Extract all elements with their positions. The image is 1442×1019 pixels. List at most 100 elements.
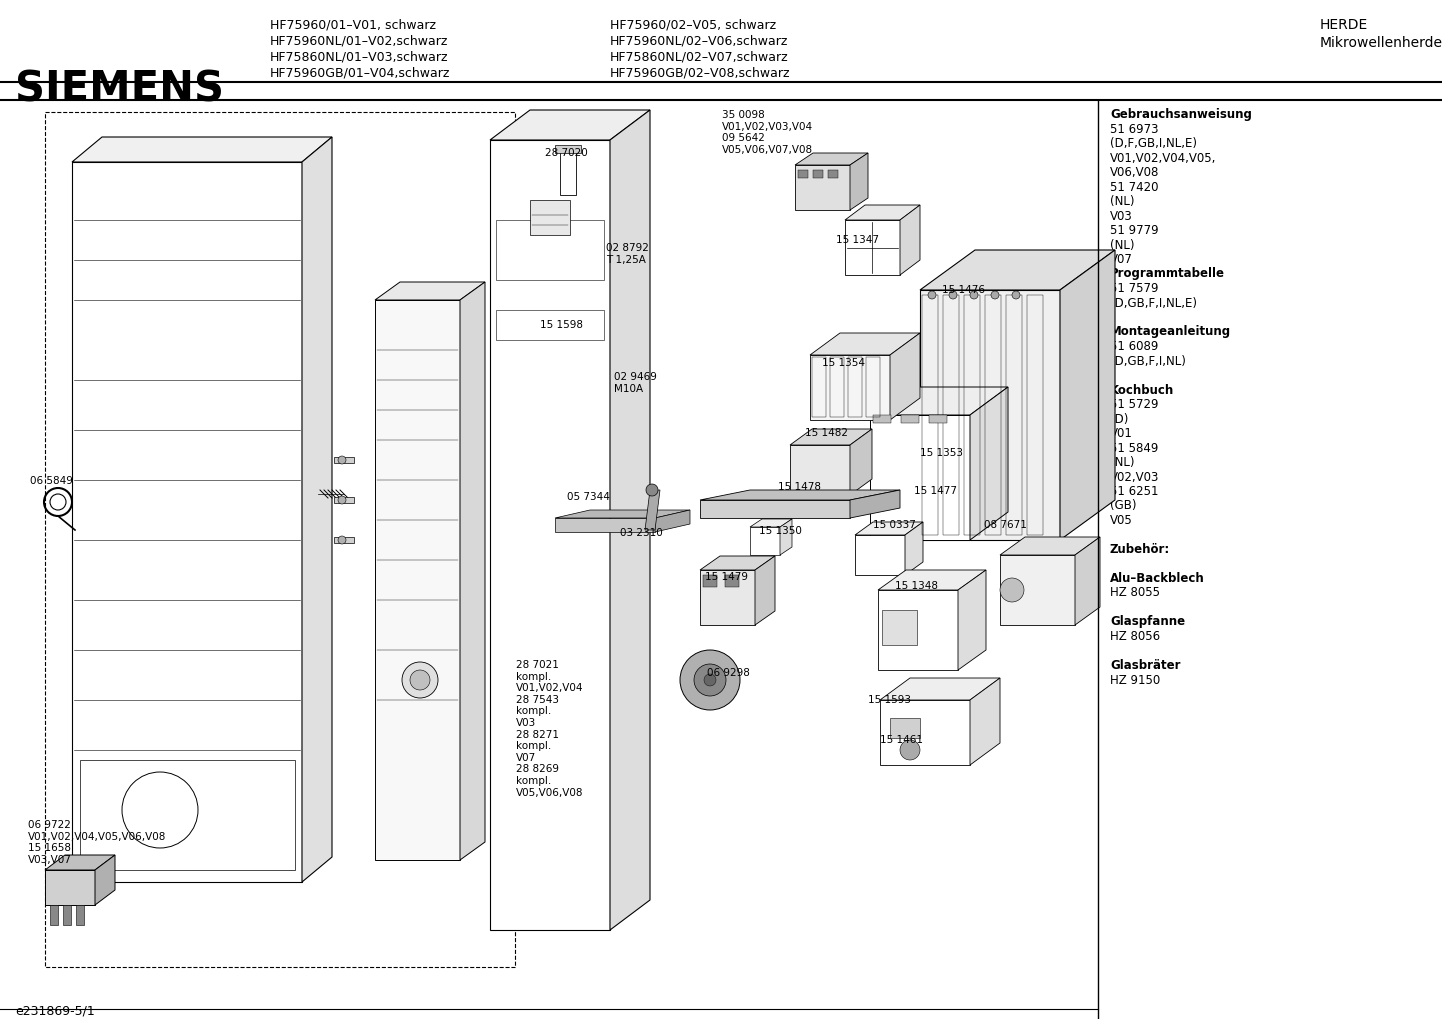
Text: Mikrowellenherde: Mikrowellenherde [1319, 36, 1442, 50]
Polygon shape [999, 537, 1100, 555]
Text: Zubehör:: Zubehör: [1110, 543, 1171, 556]
Text: (NL): (NL) [1110, 195, 1135, 208]
Text: HERDE: HERDE [1319, 18, 1368, 32]
Polygon shape [878, 590, 957, 671]
Bar [985, 294, 1001, 535]
Text: (NL): (NL) [1110, 455, 1135, 469]
Text: V02,V03: V02,V03 [1110, 471, 1159, 483]
Circle shape [50, 494, 66, 510]
Bar [496, 310, 604, 340]
Bar [883, 610, 917, 645]
Text: 15 1348: 15 1348 [895, 581, 937, 591]
Polygon shape [790, 429, 872, 445]
Circle shape [900, 740, 920, 760]
Bar [45, 112, 515, 967]
Polygon shape [845, 220, 900, 275]
Bar [828, 170, 838, 178]
Text: HF75960NL/01–V02,schwarz: HF75960NL/01–V02,schwarz [270, 34, 448, 47]
Circle shape [337, 455, 346, 464]
Text: Kochbuch: Kochbuch [1110, 383, 1174, 396]
Polygon shape [878, 570, 986, 590]
Bar [848, 357, 862, 417]
Text: HF75960/01–V01, schwarz: HF75960/01–V01, schwarz [270, 18, 435, 31]
Polygon shape [795, 165, 849, 210]
Text: HF75860NL/01–V03,schwarz: HF75860NL/01–V03,schwarz [270, 50, 448, 63]
Bar [797, 170, 808, 178]
Polygon shape [555, 518, 655, 532]
Text: 15 1461: 15 1461 [880, 735, 923, 745]
Circle shape [999, 578, 1024, 602]
Polygon shape [845, 205, 920, 220]
Text: HZ 8056: HZ 8056 [1110, 630, 1161, 643]
Polygon shape [645, 490, 660, 530]
Polygon shape [870, 415, 970, 540]
Text: 15 1347: 15 1347 [836, 235, 880, 245]
Bar [335, 457, 353, 463]
Text: 15 0337: 15 0337 [872, 520, 916, 530]
Polygon shape [810, 355, 890, 420]
Circle shape [646, 484, 658, 496]
Text: (D,GB,F,I,NL): (D,GB,F,I,NL) [1110, 355, 1185, 368]
Polygon shape [45, 855, 115, 870]
Polygon shape [460, 282, 485, 860]
Circle shape [929, 291, 936, 299]
Polygon shape [880, 678, 999, 700]
Polygon shape [555, 510, 691, 518]
Bar [965, 294, 981, 535]
Text: Alu–Backblech: Alu–Backblech [1110, 572, 1204, 585]
Bar [929, 415, 947, 423]
Bar [79, 760, 296, 870]
Text: Glasbräter: Glasbräter [1110, 659, 1181, 672]
Text: 06 9298: 06 9298 [707, 668, 750, 678]
Text: 06 9722
V01,V02,V04,V05,V06,V08
15 1658
V03,V07: 06 9722 V01,V02,V04,V05,V06,V08 15 1658 … [27, 820, 166, 865]
Bar [813, 170, 823, 178]
Bar [921, 294, 937, 535]
Circle shape [704, 674, 717, 686]
Bar [890, 718, 920, 738]
Polygon shape [490, 110, 650, 140]
Text: V05: V05 [1110, 514, 1133, 527]
Bar [76, 905, 84, 925]
Polygon shape [750, 527, 780, 555]
Polygon shape [72, 162, 301, 882]
Bar [335, 537, 353, 543]
Polygon shape [45, 870, 95, 905]
Bar [872, 415, 891, 423]
Text: 15 1478: 15 1478 [779, 482, 820, 492]
Polygon shape [301, 137, 332, 882]
Text: 15 1482: 15 1482 [805, 428, 848, 438]
Text: (D,GB,F,I,NL,E): (D,GB,F,I,NL,E) [1110, 297, 1197, 310]
Circle shape [949, 291, 957, 299]
Text: V01: V01 [1110, 427, 1133, 440]
Text: 08 7671: 08 7671 [983, 520, 1027, 530]
Text: 51 7420: 51 7420 [1110, 180, 1158, 194]
Polygon shape [699, 570, 756, 625]
Circle shape [970, 291, 978, 299]
Circle shape [681, 650, 740, 710]
Text: Programmtabelle: Programmtabelle [1110, 268, 1226, 280]
Polygon shape [906, 522, 923, 575]
Text: 15 1476: 15 1476 [942, 285, 985, 294]
Text: 15 1479: 15 1479 [705, 572, 748, 582]
Text: Glaspfanne: Glaspfanne [1110, 615, 1185, 629]
Text: HZ 9150: HZ 9150 [1110, 674, 1161, 687]
Polygon shape [699, 490, 900, 500]
Bar [50, 905, 58, 925]
Polygon shape [970, 387, 1008, 540]
Text: 02 8792
T 1,25A: 02 8792 T 1,25A [606, 243, 649, 265]
Polygon shape [890, 333, 920, 420]
Circle shape [410, 671, 430, 690]
Text: 35 0098
V01,V02,V03,V04
09 5642
V05,V06,V07,V08: 35 0098 V01,V02,V03,V04 09 5642 V05,V06,… [722, 110, 813, 155]
Circle shape [337, 536, 346, 544]
Polygon shape [1074, 537, 1100, 625]
Polygon shape [810, 333, 920, 355]
Text: 51 9779: 51 9779 [1110, 224, 1158, 237]
Bar [63, 905, 71, 925]
Bar [831, 357, 844, 417]
Bar [943, 294, 959, 535]
Text: 28 7021
kompl.
V01,V02,V04
28 7543
kompl.
V03
28 8271
kompl.
V07
28 8269
kompl.
: 28 7021 kompl. V01,V02,V04 28 7543 kompl… [516, 660, 584, 798]
Polygon shape [699, 556, 774, 570]
Polygon shape [95, 855, 115, 905]
Bar [867, 357, 880, 417]
Bar [496, 220, 604, 280]
